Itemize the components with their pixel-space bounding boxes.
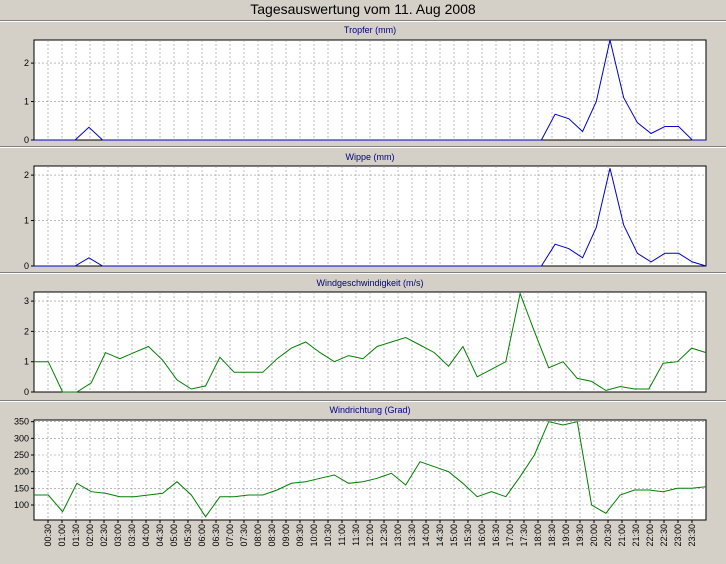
- separator: [0, 20, 726, 22]
- x-tick-label: 20:00: [589, 524, 599, 547]
- chart-3-y-tick-label: 1: [24, 357, 29, 367]
- chart-3-title: Windgeschwindigkeit (m/s): [316, 278, 423, 288]
- chart-2-y-tick-label: 2: [24, 170, 29, 180]
- x-tick-label: 13:30: [407, 524, 417, 547]
- x-tick-label: 01:30: [71, 524, 81, 547]
- separator: [0, 400, 726, 402]
- x-tick-label: 15:00: [449, 524, 459, 547]
- x-tick-label: 10:00: [309, 524, 319, 547]
- x-tick-label: 01:00: [57, 524, 67, 547]
- x-tick-label: 23:00: [673, 524, 683, 547]
- chart-3-y-tick-label: 0: [24, 387, 29, 397]
- x-tick-label: 21:30: [631, 524, 641, 547]
- chart-4-title: Windrichtung (Grad): [329, 405, 410, 415]
- page-title: Tagesauswertung vom 11. Aug 2008: [250, 1, 476, 17]
- x-tick-label: 03:30: [127, 524, 137, 547]
- chart-1-series-line: [34, 39, 706, 141]
- x-tick-label: 11:30: [351, 524, 361, 546]
- x-tick-label: 02:00: [85, 524, 95, 547]
- x-tick-label: 19:00: [561, 524, 571, 547]
- chart-2-title: Wippe (mm): [346, 152, 395, 162]
- x-tick-label: 18:00: [533, 524, 543, 547]
- x-tick-label: 22:30: [659, 524, 669, 547]
- x-tick-label: 19:30: [575, 524, 585, 547]
- x-tick-label: 16:00: [477, 524, 487, 547]
- chart-4-y-tick-label: 100: [14, 500, 29, 510]
- x-tick-label: 04:30: [155, 524, 165, 547]
- chart-4-y-tick-label: 350: [14, 417, 29, 427]
- x-tick-label: 13:00: [393, 524, 403, 547]
- x-tick-label: 03:00: [113, 524, 123, 547]
- chart-2-y-tick-label: 0: [24, 261, 29, 271]
- x-tick-label: 18:30: [547, 524, 557, 547]
- chart-4-series-line: [34, 421, 707, 518]
- separator: [0, 272, 726, 274]
- chart-4-y-tick-label: 250: [14, 450, 29, 460]
- x-tick-label: 21:00: [617, 524, 627, 547]
- chart-1-y-tick-label: 1: [24, 97, 29, 107]
- x-tick-label: 07:00: [225, 524, 235, 547]
- chart-1-y-tick-label: 2: [24, 58, 29, 68]
- x-tick-label: 07:30: [239, 524, 249, 547]
- separator: [0, 146, 726, 148]
- x-tick-label: 12:30: [379, 524, 389, 547]
- x-tick-label: 17:30: [519, 524, 529, 547]
- chart-2-series-line: [34, 168, 707, 267]
- x-tick-label: 23:30: [687, 524, 697, 547]
- chart-4-y-tick-label: 150: [14, 483, 29, 493]
- x-tick-label: 20:30: [603, 524, 613, 547]
- chart-4-y-tick-label: 300: [14, 433, 29, 443]
- x-tick-label: 09:00: [281, 524, 291, 547]
- x-tick-label: 12:00: [365, 524, 375, 547]
- chart-3-y-tick-label: 3: [24, 296, 29, 306]
- x-tick-label: 08:00: [253, 524, 263, 547]
- x-tick-label: 10:30: [323, 524, 333, 547]
- x-tick-label: 04:00: [141, 524, 151, 547]
- chart-3-series-line: [34, 291, 707, 393]
- x-tick-label: 06:30: [211, 524, 221, 547]
- x-tick-label: 08:30: [267, 524, 277, 547]
- x-tick-label: 22:00: [645, 524, 655, 547]
- chart-1-y-tick-label: 0: [24, 135, 29, 145]
- x-tick-label: 11:00: [337, 524, 347, 546]
- chart-4-y-tick-label: 200: [14, 467, 29, 477]
- x-tick-label: 09:30: [295, 524, 305, 547]
- chart-1-title: Tropfer (mm): [344, 25, 396, 35]
- chart-3-y-tick-label: 2: [24, 326, 29, 336]
- x-tick-label: 05:00: [169, 524, 179, 547]
- x-tick-label: 15:30: [463, 524, 473, 547]
- x-tick-label: 16:30: [491, 524, 501, 547]
- x-tick-label: 14:00: [421, 524, 431, 547]
- x-tick-label: 06:00: [197, 524, 207, 547]
- chart-2-y-tick-label: 1: [24, 216, 29, 226]
- x-tick-label: 02:30: [99, 524, 109, 547]
- x-tick-label: 14:30: [435, 524, 445, 547]
- x-tick-label: 17:00: [505, 524, 515, 547]
- x-tick-label: 05:30: [183, 524, 193, 547]
- x-tick-label: 00:30: [43, 524, 53, 547]
